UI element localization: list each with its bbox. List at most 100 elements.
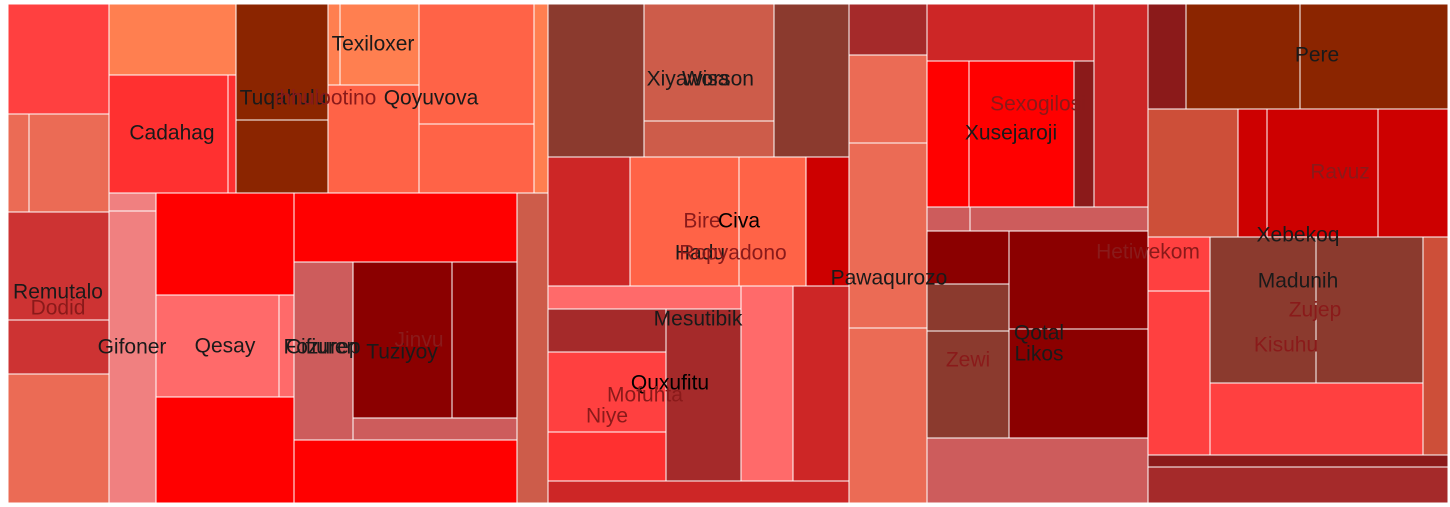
treemap-tile — [1209, 236, 1317, 384]
treemap-tile — [293, 439, 518, 504]
treemap-tile — [533, 3, 549, 194]
treemap-label: Tuqahulu — [240, 87, 327, 110]
treemap-label: Qotal — [1014, 322, 1064, 345]
treemap-label: Ropyadono — [679, 242, 786, 265]
treemap-label: Cifiuren — [286, 336, 358, 359]
treemap-tile — [7, 113, 30, 213]
treemap-tile — [926, 3, 1095, 62]
treemap-label: Zewi — [946, 349, 990, 372]
treemap-tile — [848, 142, 928, 329]
treemap-tile — [926, 60, 970, 208]
treemap-tile — [1266, 108, 1379, 238]
treemap-label: Niye — [586, 405, 628, 428]
treemap-tile — [547, 285, 743, 310]
treemap-tiles — [7, 3, 1449, 504]
treemap-tile — [926, 283, 1010, 332]
treemap-label: Civa — [718, 210, 760, 233]
treemap-tile — [926, 330, 1010, 439]
treemap-label: Tuziyoy — [366, 341, 438, 364]
treemap-label: Zujep — [1289, 299, 1342, 322]
treemap-tile — [108, 192, 157, 212]
treemap-tile — [1299, 3, 1449, 110]
treemap-tile — [155, 294, 280, 398]
treemap-tile — [451, 261, 518, 419]
treemap-label: Xebekoq — [1257, 224, 1340, 247]
treemap-label: Qesay — [195, 335, 256, 358]
treemap-label: Pawaqurozo — [831, 267, 948, 290]
treemap-label: Jinvu — [394, 329, 443, 352]
treemap-tile — [418, 3, 535, 125]
treemap-tile — [339, 3, 420, 86]
treemap-label: Ihhulootino — [274, 87, 377, 110]
treemap-tile — [108, 74, 229, 194]
treemap-tile — [547, 3, 645, 158]
treemap-tile — [805, 156, 850, 287]
treemap-tile — [629, 156, 740, 287]
treemap-tile — [227, 74, 237, 194]
treemap-tile — [926, 230, 1010, 285]
treemap-tile — [1147, 108, 1239, 238]
treemap-tile — [547, 308, 667, 353]
treemap-label: Cadahag — [129, 122, 214, 145]
treemap-tile — [155, 192, 295, 296]
treemap-tile — [773, 3, 850, 158]
treemap-label: Kisuhu — [1254, 334, 1318, 357]
treemap-tile — [7, 319, 110, 375]
treemap-tile — [155, 396, 295, 504]
treemap-tile — [547, 431, 667, 482]
treemap-tile — [293, 261, 354, 441]
treemap-tile — [7, 3, 110, 115]
treemap-label: Hadu — [675, 242, 725, 265]
treemap-tile — [327, 84, 420, 194]
treemap-tile — [926, 437, 1149, 504]
treemap-tile — [848, 3, 928, 56]
treemap-tile — [1073, 60, 1095, 208]
treemap-tile — [1008, 230, 1149, 330]
treemap-tile — [1315, 236, 1424, 384]
treemap-label: Xiyawisa — [647, 68, 730, 91]
treemap-tile — [352, 417, 518, 441]
treemap-tile — [7, 211, 110, 321]
treemap-label: Mofuhta — [607, 384, 683, 407]
treemap-label: Worson — [682, 68, 754, 91]
treemap-label: Qoyuvova — [384, 87, 479, 110]
treemap-tile — [643, 120, 775, 158]
treemap-tile — [969, 206, 1149, 232]
treemap-tile — [848, 327, 928, 504]
treemap-tile — [108, 3, 237, 76]
treemap-tile — [28, 113, 110, 213]
treemap-tile — [926, 206, 971, 232]
treemap-label: Hetiwekom — [1096, 241, 1200, 264]
treemap-tile — [1147, 3, 1187, 110]
treemap-label: Fozurep — [283, 336, 360, 359]
treemap-label: Madunih — [1258, 270, 1339, 293]
treemap-label: Texiloxer — [332, 33, 415, 56]
treemap-tile — [516, 192, 549, 504]
treemap-tile — [108, 210, 157, 504]
treemap-tile — [547, 480, 850, 504]
treemap-tile — [738, 156, 807, 287]
treemap-tile — [1147, 466, 1449, 504]
treemap-label: Dodid — [31, 297, 86, 320]
treemap-tile — [1185, 3, 1301, 110]
treemap-tile — [740, 285, 794, 482]
treemap-tile — [235, 119, 329, 194]
treemap-label: Likos — [1014, 343, 1063, 366]
treemap-label: Ravuz — [1310, 161, 1370, 184]
treemap-tile — [1093, 3, 1149, 208]
treemap-tile — [1209, 382, 1424, 456]
treemap-tile — [1147, 236, 1211, 292]
treemap-label: Xusejaroji — [965, 122, 1057, 145]
treemap-label: Sexogilosi — [990, 93, 1086, 116]
treemap-tile — [1147, 454, 1449, 468]
treemap-tile — [643, 3, 775, 122]
treemap-tile — [1377, 108, 1449, 238]
treemap-tile — [547, 351, 667, 433]
treemap-tile — [7, 373, 110, 504]
treemap-tile — [1237, 108, 1268, 238]
treemap-label: Remutalo — [13, 281, 103, 304]
treemap-tile — [1147, 290, 1211, 456]
treemap-label: Pere — [1295, 44, 1339, 67]
